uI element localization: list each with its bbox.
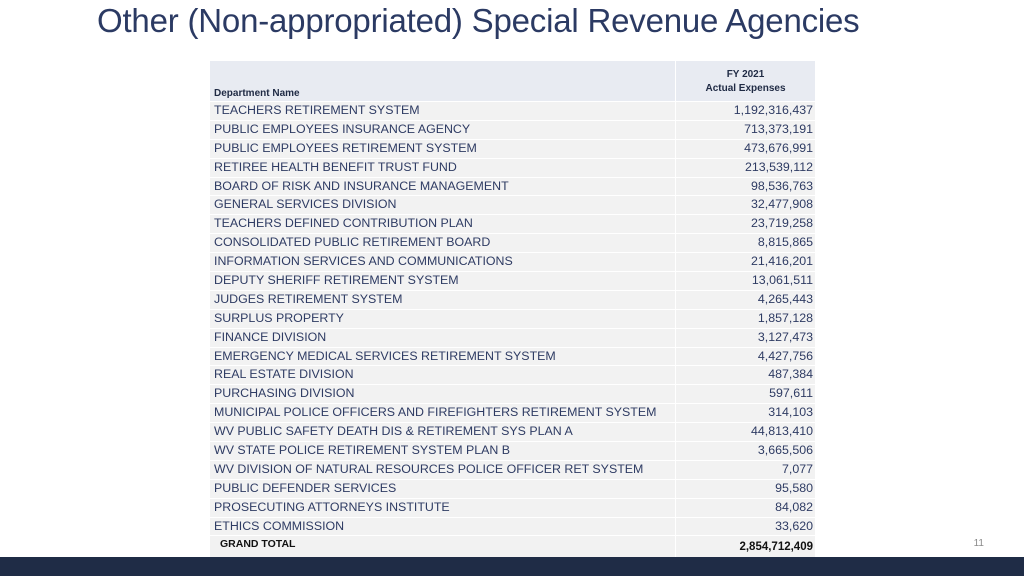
table-row: FINANCE DIVISION 3,127,473	[210, 328, 815, 348]
department-name-cell: REAL ESTATE DIVISION	[210, 366, 676, 385]
header-fy-label: FY 2021	[726, 69, 765, 80]
table-row: PUBLIC EMPLOYEES INSURANCE AGENCY 713,373…	[210, 120, 815, 140]
expense-value-cell: 32,477,908	[750, 197, 813, 212]
department-name-cell: WV STATE POLICE RETIREMENT SYSTEM PLAN B	[210, 442, 676, 460]
table-row: WV DIVISION OF NATURAL RESOURCES POLICE …	[210, 460, 815, 480]
department-name-cell: INFORMATION SERVICES AND COMMUNICATIONS	[210, 253, 676, 272]
table-row: PUBLIC DEFENDER SERVICES 95,580	[210, 479, 815, 499]
department-name-cell: JUDGES RETIREMENT SYSTEM	[210, 290, 676, 309]
department-name-cell: MUNICIPAL POLICE OFFICERS AND FIREFIGHTE…	[210, 404, 676, 423]
department-name-cell: TEACHERS DEFINED CONTRIBUTION PLAN	[210, 215, 676, 234]
department-name-cell: WV DIVISION OF NATURAL RESOURCES POLICE …	[210, 460, 676, 479]
table-row: PUBLIC EMPLOYEES RETIREMENT SYSTEM 473,67…	[210, 139, 815, 159]
department-name-cell: PUBLIC DEFENDER SERVICES	[210, 479, 676, 498]
expense-value-cell: 23,719,258	[750, 216, 813, 231]
expense-value-cell: 213,539,112	[745, 159, 813, 174]
expense-value-cell: 21,416,201	[750, 254, 813, 269]
department-name-cell: EMERGENCY MEDICAL SERVICES RETIREMENT SY…	[210, 347, 676, 366]
expense-value-cell: 13,061,511	[751, 273, 813, 288]
grand-total-value: 2,854,712,409	[739, 541, 813, 554]
table-body: TEACHERS RETIREMENT SYSTEM 1,192,316,437 P…	[210, 102, 815, 537]
expense-value-cell: 314,103	[768, 405, 813, 420]
table-row: PURCHASING DIVISION 597,611	[210, 385, 815, 405]
department-name-cell: CONSOLIDATED PUBLIC RETIREMENT BOARD	[210, 234, 676, 253]
table-row: RETIREE HEALTH BENEFIT TRUST FUND 213,539…	[210, 158, 815, 178]
table-row: JUDGES RETIREMENT SYSTEM 4,265,443	[210, 290, 815, 310]
expense-value-cell: 33,620	[775, 518, 813, 533]
expense-value-cell: 1,192,316,437	[733, 103, 813, 117]
expense-value-cell: 3,127,473	[757, 329, 813, 344]
header-department-name-label: Department Name	[214, 88, 300, 99]
department-name-cell: BOARD OF RISK AND INSURANCE MANAGEMENT	[210, 177, 676, 196]
expense-value-cell: 487,384	[768, 367, 813, 382]
expense-value-cell: 84,082	[775, 499, 813, 514]
table-row: INFORMATION SERVICES AND COMMUNICATIONS 2…	[210, 253, 815, 273]
footer-bar	[0, 557, 1024, 576]
department-name-cell: GENERAL SERVICES DIVISION	[210, 196, 676, 215]
department-name-cell: FINANCE DIVISION	[210, 328, 676, 347]
expense-value-cell: 713,373,191	[744, 121, 813, 136]
expense-value-cell: 8,815,865	[757, 235, 813, 250]
table-row: WV STATE POLICE RETIREMENT SYSTEM PLAN B…	[210, 442, 815, 461]
table-row: MUNICIPAL POLICE OFFICERS AND FIREFIGHTE…	[210, 404, 815, 424]
table-row: REAL ESTATE DIVISION 487,384	[210, 366, 815, 386]
table-row: SURPLUS PROPERTY 1,857,128	[210, 309, 815, 329]
expense-value-cell: 4,265,443	[757, 291, 813, 306]
department-name-cell: PROSECUTING ATTORNEYS INSTITUTE	[210, 498, 676, 517]
table-row: PROSECUTING ATTORNEYS INSTITUTE 84,082	[210, 498, 815, 518]
table-header: Department Name FY 2021 Actual Expenses	[210, 61, 815, 102]
department-name-cell: DEPUTY SHERIFF RETIREMENT SYSTEM	[210, 272, 676, 290]
department-name-cell: PUBLIC EMPLOYEES RETIREMENT SYSTEM	[210, 139, 676, 158]
expense-value-cell: 473,676,991	[744, 140, 813, 155]
table-row: BOARD OF RISK AND INSURANCE MANAGEMENT 98…	[210, 177, 815, 197]
table-row: TEACHERS RETIREMENT SYSTEM 1,192,316,437	[210, 102, 815, 121]
department-name-cell: SURPLUS PROPERTY	[210, 309, 676, 328]
department-name-cell: WV PUBLIC SAFETY DEATH DIS & RETIREMENT …	[210, 423, 676, 442]
department-name-cell: PUBLIC EMPLOYEES INSURANCE AGENCY	[210, 120, 676, 139]
expense-value-cell: 3,665,506	[757, 443, 813, 458]
department-name-cell: ETHICS COMMISSION	[210, 517, 676, 536]
header-expenses-label: Actual Expenses	[705, 83, 786, 94]
department-name-cell: PURCHASING DIVISION	[210, 385, 676, 404]
table-row: WV PUBLIC SAFETY DEATH DIS & RETIREMENT …	[210, 423, 815, 443]
expense-value-cell: 1,857,128	[757, 310, 813, 325]
expenses-table: Department Name FY 2021 Actual Expenses …	[210, 61, 815, 559]
table-row: CONSOLIDATED PUBLIC RETIREMENT BOARD 8,81…	[210, 234, 815, 254]
grand-total-label: GRAND TOTAL	[210, 536, 676, 559]
department-name-cell: TEACHERS RETIREMENT SYSTEM	[210, 102, 676, 120]
table-row: DEPUTY SHERIFF RETIREMENT SYSTEM 13,061,5…	[210, 272, 815, 291]
grand-total-row: GRAND TOTAL 2,854,712,409	[210, 536, 815, 559]
expense-value-cell: 4,427,756	[757, 348, 813, 363]
header-fy-expenses: FY 2021 Actual Expenses	[676, 61, 815, 101]
table-row: GENERAL SERVICES DIVISION 32,477,908	[210, 196, 815, 216]
table-row: EMERGENCY MEDICAL SERVICES RETIREMENT SY…	[210, 347, 815, 367]
department-name-cell: RETIREE HEALTH BENEFIT TRUST FUND	[210, 158, 676, 177]
slide-title: Other (Non-appropriated) Special Revenue…	[97, 2, 860, 39]
expense-value-cell: 44,813,410	[750, 424, 813, 439]
table-row: ETHICS COMMISSION 33,620	[210, 517, 815, 537]
header-department-name: Department Name	[210, 61, 676, 101]
expense-value-cell: 95,580	[775, 480, 813, 495]
table-row: TEACHERS DEFINED CONTRIBUTION PLAN 23,719…	[210, 215, 815, 235]
expense-value-cell: 597,611	[769, 386, 813, 401]
page-number: 11	[973, 538, 984, 549]
expense-value-cell: 7,077	[781, 461, 813, 476]
expense-value-cell: 98,536,763	[750, 178, 813, 193]
